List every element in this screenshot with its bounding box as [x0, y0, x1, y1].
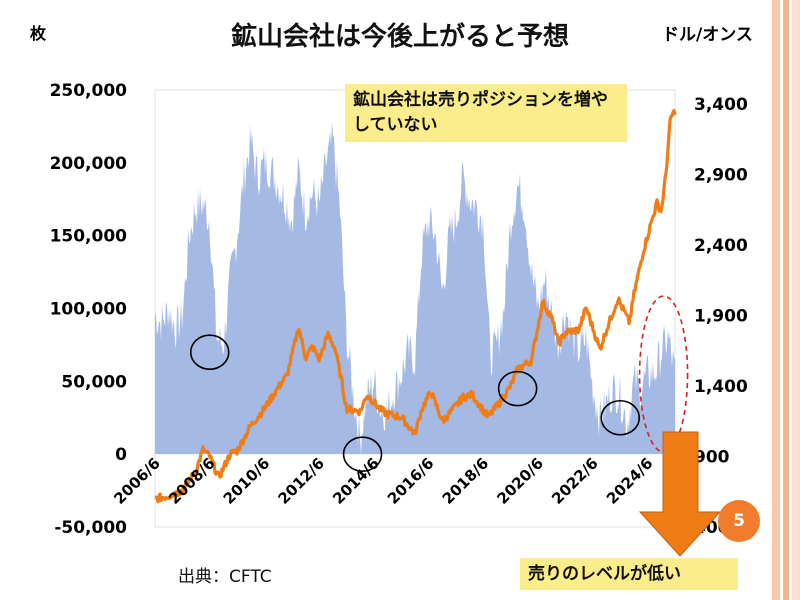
- right-edge-stripe-2: [783, 0, 789, 600]
- callout-top: 鉱山会社は売りポジションを増やしていない: [345, 84, 627, 142]
- x-axis-tick-label: 2016/6: [384, 454, 438, 508]
- slide-number-badge: 5: [718, 500, 760, 542]
- x-axis-tick-label: 2022/6: [548, 454, 602, 508]
- callout-bottom: 売りのレベルが低い: [520, 558, 738, 590]
- highlight-circle: [342, 436, 383, 472]
- highlight-circle: [600, 399, 641, 436]
- x-axis-tick-label: 2008/6: [165, 454, 219, 508]
- source-note: 出典：CFTC: [178, 567, 272, 587]
- down-arrow: [638, 431, 722, 557]
- slide-title: 鉱山会社は今後上がると予想: [230, 22, 569, 52]
- right-axis-tick-label: 1,400: [694, 377, 748, 397]
- left-axis-tick-label: 150,000: [50, 227, 128, 247]
- x-axis-tick-label: 2012/6: [275, 454, 329, 508]
- gold-price-line: [154, 108, 677, 504]
- x-axis-tick-label: 2014/6: [329, 454, 383, 508]
- left-axis-tick-label: 50,000: [61, 372, 127, 392]
- area-series-positions: [155, 122, 675, 455]
- highlight-circle: [497, 370, 538, 407]
- left-axis-tick-label: 100,000: [50, 300, 128, 320]
- left-axis-unit: 枚: [30, 24, 47, 43]
- right-edge-stripe-3: [792, 0, 800, 600]
- right-axis-tick-label: 2,900: [694, 166, 748, 186]
- right-axis-tick-label: 1,900: [694, 307, 748, 327]
- x-axis-tick-label: 2020/6: [493, 454, 547, 508]
- left-axis-tick-label: 0: [115, 445, 127, 465]
- x-axis-tick-label: 2018/6: [439, 454, 493, 508]
- right-axis-unit: ドル/オンス: [662, 25, 753, 45]
- x-axis-tick-label: 2024/6: [603, 454, 657, 508]
- right-axis-tick-label: 2,400: [694, 236, 748, 256]
- right-edge-stripe: [772, 0, 780, 600]
- right-axis-tick-label: 3,400: [694, 95, 748, 115]
- right-axis-tick-label: 900: [694, 448, 730, 468]
- left-axis-tick-label: -50,000: [54, 518, 127, 538]
- left-axis-tick-label: 200,000: [50, 154, 128, 174]
- highlight-circle: [189, 334, 230, 371]
- left-axis-tick-label: 250,000: [50, 81, 128, 101]
